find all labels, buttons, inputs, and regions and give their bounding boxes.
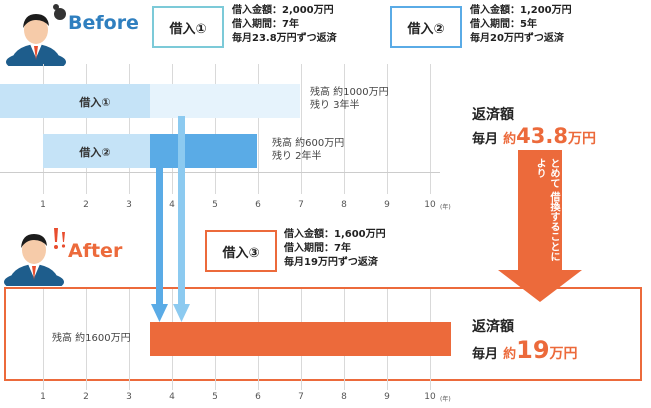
- tick-label: 2: [83, 200, 89, 210]
- loan3-box: 借入③: [205, 230, 277, 272]
- tick-label: 7: [298, 392, 304, 402]
- before-repay-title: 返済額: [472, 107, 514, 123]
- loan2-info: 借入金額：1,200万円 借入期間：5年 毎月20万円ずつ返済: [470, 4, 572, 46]
- tick-label: 8: [341, 392, 347, 402]
- tick-label: 4: [169, 392, 175, 402]
- loan2-remaining-years: 残り 2年半: [272, 151, 322, 162]
- after-repay-unit: 万円: [549, 346, 578, 362]
- after-repay-amount: 毎月 約19万円: [472, 336, 578, 364]
- after-label: After: [68, 240, 123, 262]
- loan1-remaining-balance: 残高 約1000万円: [310, 87, 389, 98]
- loan2-remaining-balance: 残高 約600万円: [272, 138, 345, 149]
- loan2-bar-paid: [43, 134, 150, 168]
- after-frame: [4, 287, 642, 381]
- loan2-info-monthly: 毎月20万円ずつ返済: [470, 33, 564, 44]
- loan1-box: 借入①: [152, 6, 224, 48]
- tick-label: 8: [341, 200, 347, 210]
- tick-label: 6: [255, 200, 261, 210]
- loan3-bar: [150, 322, 451, 356]
- tick-label: 5: [212, 392, 218, 402]
- after-repay-value: 19: [516, 336, 550, 364]
- consolidation-text-line2: 一本にまとめて: [548, 158, 573, 264]
- loan3-balance-note: 残高 約1600万円: [52, 333, 131, 344]
- tick-label: 1: [40, 392, 46, 402]
- before-label: Before: [68, 12, 139, 34]
- before-repay-unit: 万円: [567, 131, 596, 147]
- before-repay-amount: 毎月 約43.8万円: [472, 124, 596, 148]
- before-repay-approx: 約: [503, 132, 517, 147]
- businessman-worried-icon: [6, 4, 66, 66]
- tick-label: 6: [255, 392, 261, 402]
- consolidation-text-line3: 借換することにより: [534, 158, 559, 262]
- loan3-info: 借入金額：1,600万円 借入期間：7年 毎月19万円ずつ返済: [284, 228, 386, 270]
- transfer-arrows-icon: [151, 116, 190, 322]
- consolidation-text: 借入①と②を 一本にまとめて 借換することにより: [506, 158, 574, 270]
- loan3-info-amount: 借入金額：1,600万円: [284, 229, 386, 240]
- tick-label: 10: [424, 200, 436, 210]
- tick-label: 1: [40, 200, 46, 210]
- before-repay-value: 43.8: [516, 124, 568, 148]
- after-repay-approx: 約: [503, 347, 517, 362]
- consolidation-arrow-icon: [498, 150, 582, 302]
- loan1-bar-label: 借入①: [79, 96, 111, 109]
- tick-label: 7: [298, 200, 304, 210]
- consolidation-text-line1: 借入①と②を: [562, 158, 573, 220]
- tick-label: 10: [424, 392, 436, 402]
- axis-unit: (年): [440, 204, 451, 211]
- loan1-remaining-years: 残り 3年半: [310, 100, 360, 111]
- loan1-info-monthly: 毎月23.8万円ずつ返済: [232, 33, 337, 44]
- axis-unit: (年): [440, 396, 451, 403]
- loan3-info-period: 借入期間：7年: [284, 243, 351, 254]
- tick-label: 9: [384, 200, 390, 210]
- tick-label: 3: [126, 200, 132, 210]
- after-repay-prefix: 毎月: [472, 347, 499, 362]
- loan1-info: 借入金額：2,000万円 借入期間：7年 毎月23.8万円ずつ返済: [232, 4, 337, 46]
- businessman-alert-icon: [4, 228, 66, 286]
- loan2-remaining-note: 残高 約600万円 残り 2年半: [272, 137, 344, 163]
- tick-label: 9: [384, 392, 390, 402]
- tick-label: 3: [126, 392, 132, 402]
- loan2-bar-remaining: [150, 134, 257, 168]
- before-repay-prefix: 毎月: [472, 132, 499, 147]
- loan1-bar-paid: [0, 84, 150, 118]
- loan2-box: 借入②: [390, 6, 462, 48]
- loan1-info-amount: 借入金額：2,000万円: [232, 5, 334, 16]
- loan3-info-monthly: 毎月19万円ずつ返済: [284, 257, 378, 268]
- tick-label: 4: [169, 200, 175, 210]
- loan2-info-amount: 借入金額：1,200万円: [470, 5, 572, 16]
- tick-label: 5: [212, 200, 218, 210]
- loan1-info-period: 借入期間：7年: [232, 19, 299, 30]
- loan2-bar-label: 借入②: [79, 146, 111, 159]
- loan1-remaining-note: 残高 約1000万円 残り 3年半: [310, 86, 389, 112]
- loan2-info-period: 借入期間：5年: [470, 19, 537, 30]
- after-repay-title: 返済額: [472, 319, 514, 335]
- loan1-bar-remaining: [150, 84, 300, 118]
- tick-label: 2: [83, 392, 89, 402]
